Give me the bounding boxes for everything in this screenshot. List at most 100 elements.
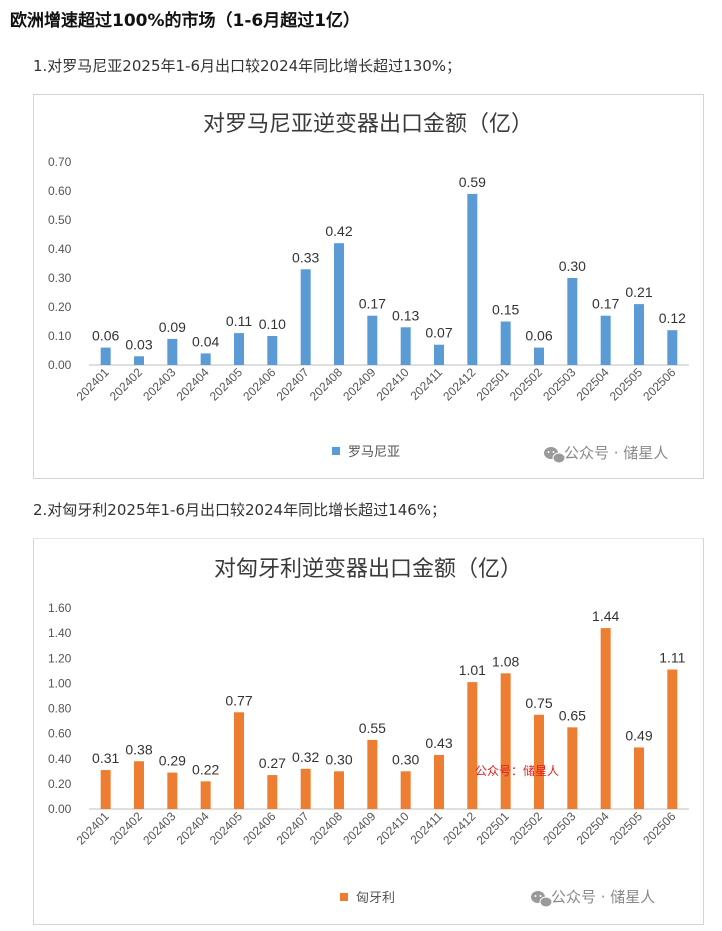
- hungary-x-tick-label: 202506: [640, 809, 678, 847]
- hungary-y-tick-label: 0.20: [48, 777, 72, 791]
- hungary-y-tick-label: 0.00: [48, 802, 72, 816]
- hungary-x-tick-label: 202504: [574, 809, 612, 847]
- hungary-y-tick-label: 1.00: [48, 676, 72, 690]
- romania-y-tick-label: 0.10: [48, 329, 72, 343]
- hungary-x-tick-label: 202406: [240, 809, 278, 847]
- romania-y-tick-label: 0.40: [48, 242, 72, 256]
- romania-bar: [334, 243, 344, 365]
- romania-bar: [667, 330, 678, 365]
- romania-x-tick-label: 202506: [640, 365, 678, 403]
- romania-bar: [267, 336, 278, 365]
- romania-data-label: 0.15: [492, 302, 519, 318]
- hungary-bar: [500, 673, 511, 809]
- hungary-legend-label: 匈牙利: [356, 891, 395, 906]
- romania-x-tick-label: 202503: [540, 365, 578, 403]
- romania-bar: [467, 193, 478, 365]
- hungary-x-tick-label: 202501: [474, 809, 512, 847]
- hungary-bar: [100, 770, 111, 809]
- romania-x-tick-label: 202404: [174, 365, 212, 403]
- hungary-bar: [434, 754, 444, 809]
- romania-bar: [200, 353, 211, 365]
- hungary-x-tick-label: 202407: [274, 809, 312, 847]
- hungary-data-labels: 0.31 0.38 0.29 0.22 0.77 0.27 0.32 0.30 0.55 0.30…: [92, 608, 686, 777]
- hungary-chart-title: 对匈牙利逆变器出口金额（亿）: [214, 557, 522, 582]
- romania-x-tick-label: 202402: [107, 365, 145, 403]
- romania-x-tick-label: 202501: [474, 365, 512, 403]
- hungary-y-tick-label: 1.40: [48, 626, 72, 640]
- romania-data-label: 0.09: [159, 319, 186, 335]
- romania-x-tick-label: 202401: [74, 365, 112, 403]
- hungary-x-tick-label: 202502: [507, 809, 545, 847]
- romania-x-tick-label: 202406: [240, 365, 278, 403]
- romania-bar: [300, 269, 311, 365]
- romania-x-tick-label: 202504: [574, 365, 612, 403]
- romania-y-tick-label: 0.00: [48, 358, 72, 372]
- hungary-bar: [167, 772, 178, 809]
- page-title: 欧洲增速超过100%的市场（1-6月超过1亿）: [10, 11, 361, 31]
- wechat-icon: [531, 891, 553, 908]
- romania-data-label: 0.30: [559, 258, 586, 274]
- hungary-legend-swatch: [340, 893, 348, 901]
- hungary-data-label: 0.77: [225, 692, 252, 708]
- romania-y-axis: 0.00 0.10 0.20 0.30 0.40 0.50 0.60 0.70: [48, 155, 72, 372]
- hungary-x-tick-label: 202412: [440, 809, 478, 847]
- romania-chart-title: 对罗马尼亚逆变器出口金额（亿）: [203, 112, 533, 137]
- hungary-data-label: 0.75: [525, 695, 552, 711]
- hungary-data-label: 0.22: [192, 761, 219, 777]
- hungary-chart: 对匈牙利逆变器出口金额（亿） 0.00 0.20 0.40 0.60 0.80 1.00 1…: [48, 557, 689, 908]
- hungary-data-label: 0.32: [292, 749, 319, 765]
- hungary-x-tick-label: 202403: [140, 809, 178, 847]
- hungary-y-tick-label: 0.80: [48, 702, 72, 716]
- hungary-data-label: 0.49: [625, 727, 652, 743]
- wechat-icon: [544, 447, 566, 464]
- hungary-data-label: 0.38: [125, 741, 152, 757]
- hungary-y-tick-label: 0.40: [48, 752, 72, 766]
- romania-data-label: 0.11: [226, 313, 252, 329]
- hungary-x-tick-label: 202409: [340, 809, 378, 847]
- romania-bar: [400, 327, 411, 365]
- romania-note: 1.对罗马尼亚2025年1-6月出口较2024年同比增长超过130%；: [33, 57, 462, 75]
- romania-bars: [100, 193, 678, 365]
- romania-legend-label: 罗马尼亚: [348, 445, 400, 460]
- hungary-watermark: 公众号 · 储星人: [531, 888, 655, 908]
- hungary-bar: [667, 669, 678, 809]
- hungary-x-tick-label: 202404: [174, 809, 212, 847]
- hungary-x-tick-label: 202411: [408, 809, 446, 847]
- hungary-chart-panel: 对匈牙利逆变器出口金额（亿） 0.00 0.20 0.40 0.60 0.80 1.00 1…: [33, 538, 704, 925]
- romania-bar: [167, 338, 178, 365]
- romania-data-label: 0.06: [92, 328, 119, 344]
- watermark-text: 公众号 · 储星人: [564, 444, 668, 462]
- watermark-text: 公众号 · 储星人: [551, 888, 655, 906]
- hungary-data-label: 0.27: [259, 755, 286, 771]
- hungary-bar: [267, 775, 278, 809]
- hungary-data-label: 1.44: [592, 608, 619, 624]
- romania-x-tick-label: 202403: [140, 365, 178, 403]
- red-watermark: 公众号：储星人: [475, 763, 559, 778]
- romania-bar: [500, 321, 511, 365]
- hungary-data-label: 1.11: [659, 650, 685, 666]
- hungary-y-tick-label: 1.20: [48, 651, 72, 665]
- romania-bar: [100, 347, 111, 365]
- hungary-bar: [467, 682, 478, 809]
- hungary-data-label: 1.08: [492, 653, 519, 669]
- hungary-bar: [534, 714, 544, 809]
- hungary-y-tick-label: 0.60: [48, 727, 72, 741]
- hungary-bar: [134, 761, 144, 809]
- hungary-data-label: 0.55: [359, 720, 386, 736]
- romania-y-tick-label: 0.70: [48, 155, 72, 169]
- romania-legend-swatch: [332, 447, 340, 455]
- romania-bar: [367, 315, 378, 365]
- hungary-data-label: 0.31: [92, 750, 119, 766]
- hungary-x-axis: 2024012024022024032024042024052024062024…: [74, 809, 679, 847]
- romania-bar: [234, 333, 244, 365]
- hungary-x-tick-label: 202401: [74, 809, 112, 847]
- romania-x-tick-label: 202409: [340, 365, 378, 403]
- romania-bar: [134, 356, 144, 365]
- hungary-bar: [400, 771, 411, 809]
- hungary-x-tick-label: 202405: [207, 809, 245, 847]
- hungary-data-label: 0.65: [559, 707, 586, 723]
- romania-x-tick-label: 202505: [607, 365, 645, 403]
- hungary-note: 2.对匈牙利2025年1-6月出口较2024年同比增长超过146%；: [33, 501, 447, 519]
- romania-data-label: 0.12: [659, 310, 686, 326]
- hungary-y-axis: 0.00 0.20 0.40 0.60 0.80 1.00 1.20 1.40 1.60: [48, 601, 72, 816]
